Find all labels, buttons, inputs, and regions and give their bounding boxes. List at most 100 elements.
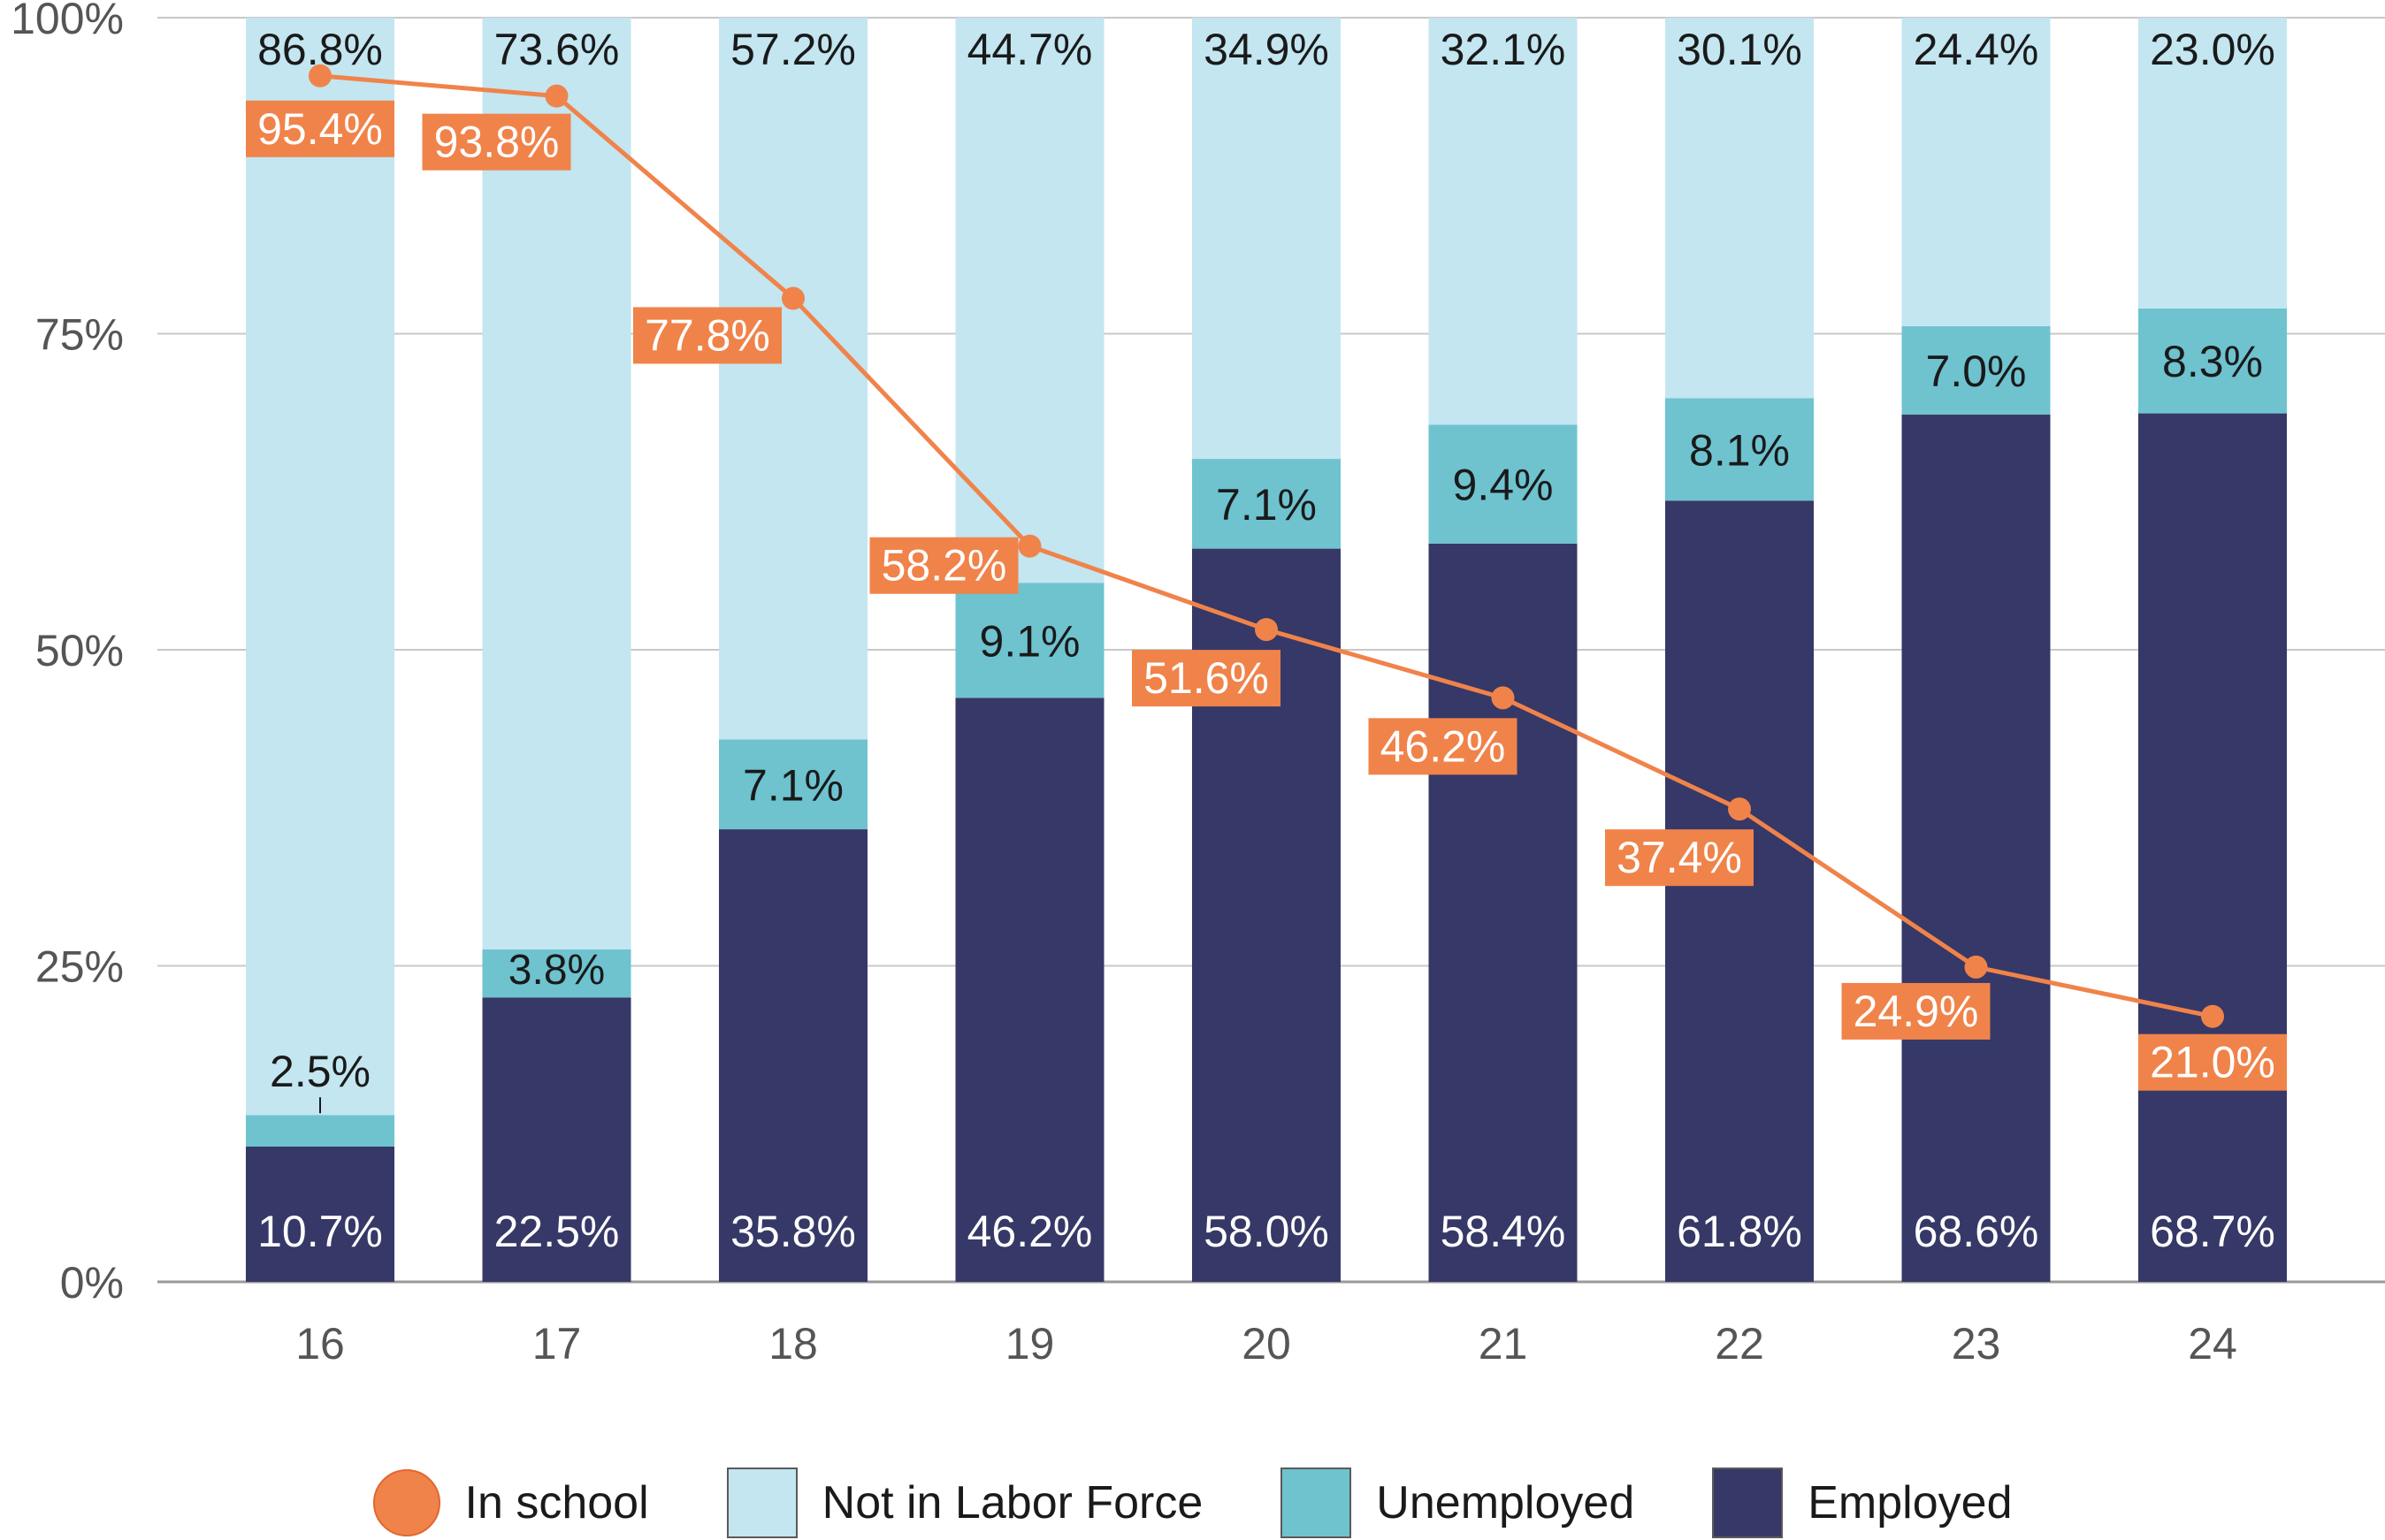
x-tick-label-19: 19 bbox=[1005, 1319, 1055, 1368]
label-in-school-17: 93.8% bbox=[434, 118, 560, 167]
label-employed-16: 10.7% bbox=[257, 1207, 383, 1256]
label-not-in-labor-force-17: 73.6% bbox=[494, 25, 620, 74]
badge-in-school-17 bbox=[422, 113, 571, 171]
badge-in-school-18 bbox=[633, 307, 782, 364]
point-in-school-17 bbox=[545, 84, 569, 108]
bar-not-in-labor-force-16 bbox=[246, 18, 394, 1116]
label-in-school-22: 37.4% bbox=[1617, 833, 1742, 882]
label-employed-21: 58.4% bbox=[1441, 1207, 1566, 1256]
x-tick-label-21: 21 bbox=[1479, 1319, 1528, 1368]
y-tick-label-75: 75% bbox=[35, 310, 124, 360]
legend-label-employed: Employed bbox=[1808, 1477, 2013, 1529]
x-tick-label-23: 23 bbox=[1952, 1319, 2001, 1368]
label-unemployed-20: 7.1% bbox=[1216, 480, 1317, 530]
legend-item-in-school[interactable]: In school bbox=[372, 1469, 649, 1536]
label-not-in-labor-force-22: 30.1% bbox=[1677, 25, 1802, 74]
y-tick-label-0: 0% bbox=[60, 1258, 124, 1307]
point-in-school-24 bbox=[2201, 1004, 2224, 1028]
label-not-in-labor-force-24: 23.0% bbox=[2150, 25, 2275, 74]
label-employed-24: 68.7% bbox=[2150, 1207, 2275, 1256]
x-tick-label-22: 22 bbox=[1715, 1319, 1764, 1368]
badge-in-school-21 bbox=[1368, 718, 1517, 775]
x-tick-label-16: 16 bbox=[295, 1319, 345, 1368]
label-in-school-19: 58.2% bbox=[882, 541, 1007, 591]
point-in-school-16 bbox=[309, 64, 332, 88]
label-unemployed-23: 7.0% bbox=[1926, 347, 2027, 396]
bar-not-in-labor-force-24 bbox=[2138, 18, 2287, 309]
bar-employed-16 bbox=[246, 1146, 394, 1282]
point-in-school-21 bbox=[1491, 686, 1515, 710]
legend-swatch-unemployed bbox=[1280, 1468, 1352, 1538]
badge-in-school-20 bbox=[1132, 650, 1280, 707]
label-employed-17: 22.5% bbox=[494, 1207, 620, 1256]
legend: In school Not in Labor Force Unemployed … bbox=[0, 1468, 2385, 1538]
bar-not-in-labor-force-22 bbox=[1665, 18, 1814, 399]
bar-unemployed-19 bbox=[955, 583, 1105, 698]
bar-not-in-labor-force-23 bbox=[1901, 18, 2051, 326]
label-in-school-20: 51.6% bbox=[1143, 653, 1269, 703]
label-in-school-16: 95.4% bbox=[257, 104, 383, 154]
y-tick-label-50: 50% bbox=[35, 626, 124, 675]
label-employed-18: 35.8% bbox=[730, 1207, 856, 1256]
bar-unemployed-21 bbox=[1428, 424, 1578, 544]
label-not-in-labor-force-20: 34.9% bbox=[1204, 25, 1329, 74]
label-unemployed-19: 9.1% bbox=[980, 616, 1081, 666]
badge-in-school-19 bbox=[869, 537, 1019, 594]
y-tick-label-25: 25% bbox=[35, 942, 124, 992]
label-not-in-labor-force-23: 24.4% bbox=[1914, 25, 2039, 74]
legend-label-in-school: In school bbox=[464, 1477, 649, 1529]
label-not-in-labor-force-19: 44.7% bbox=[967, 25, 1093, 74]
axis-layer: 0% 25% 50% 75% 100% 16 17 18 19 20 21 22 23 24 bbox=[11, 0, 2237, 1368]
bar-unemployed-16 bbox=[246, 1115, 394, 1147]
bar-layer bbox=[246, 18, 2287, 1283]
label-in-school-23: 24.9% bbox=[1854, 987, 1979, 1036]
label-employed-22: 61.8% bbox=[1677, 1207, 1802, 1256]
label-unemployed-22: 8.1% bbox=[1689, 425, 1790, 475]
bar-employed-22 bbox=[1665, 500, 1814, 1282]
bar-unemployed-20 bbox=[1192, 459, 1341, 549]
x-tick-label-18: 18 bbox=[768, 1319, 818, 1368]
point-in-school-19 bbox=[1018, 534, 1042, 558]
bar-employed-24 bbox=[2138, 413, 2287, 1283]
label-unemployed-24: 8.3% bbox=[2162, 337, 2263, 386]
bar-not-in-labor-force-21 bbox=[1428, 18, 1578, 425]
badge-in-school-22 bbox=[1605, 829, 1754, 887]
line-layer: 95.4% 93.8% 77.8% 58.2% 51.6% 46.2% 37.4% 24.9%… bbox=[246, 64, 2287, 1091]
x-tick-label-17: 17 bbox=[532, 1319, 582, 1368]
bar-employed-19 bbox=[955, 698, 1105, 1282]
legend-item-employed[interactable]: Employed bbox=[1712, 1468, 2012, 1538]
legend-label-unemployed: Unemployed bbox=[1376, 1477, 1635, 1529]
legend-item-not-in-labor-force[interactable]: Not in Labor Force bbox=[726, 1468, 1204, 1538]
point-in-school-23 bbox=[1964, 955, 1988, 979]
bar-unemployed-23 bbox=[1901, 325, 2051, 415]
bar-unemployed-24 bbox=[2138, 308, 2287, 414]
bar-unemployed-17 bbox=[482, 949, 631, 998]
bar-employed-23 bbox=[1901, 415, 2051, 1282]
x-tick-label-24: 24 bbox=[2188, 1319, 2237, 1368]
label-in-school-18: 77.8% bbox=[645, 310, 770, 360]
point-in-school-18 bbox=[782, 286, 805, 310]
label-in-school-21: 46.2% bbox=[1380, 721, 1506, 771]
legend-item-unemployed[interactable]: Unemployed bbox=[1280, 1468, 1634, 1538]
label-employed-23: 68.6% bbox=[1914, 1207, 2039, 1256]
label-unemployed-18: 7.1% bbox=[743, 760, 844, 810]
legend-swatch-employed bbox=[1712, 1468, 1784, 1538]
legend-swatch-in-school bbox=[372, 1469, 440, 1536]
label-employed-19: 46.2% bbox=[967, 1207, 1093, 1256]
point-in-school-20 bbox=[1255, 618, 1278, 642]
x-tick-label-20: 20 bbox=[1242, 1319, 1291, 1368]
bar-label-layer: 10.7%2.5%86.8%22.5%3.8%73.6%35.8%7.1%57.… bbox=[257, 25, 2275, 1256]
badge-in-school-24 bbox=[2138, 1033, 2287, 1091]
label-not-in-labor-force-18: 57.2% bbox=[730, 25, 856, 74]
label-in-school-24: 21.0% bbox=[2150, 1038, 2275, 1087]
bar-unemployed-18 bbox=[719, 739, 868, 830]
label-unemployed-17: 3.8% bbox=[508, 947, 605, 994]
label-unemployed-21: 9.4% bbox=[1453, 461, 1554, 510]
point-in-school-22 bbox=[1728, 797, 1751, 821]
legend-label-not-in-labor-force: Not in Labor Force bbox=[822, 1477, 1204, 1529]
bar-employed-21 bbox=[1428, 543, 1578, 1282]
label-unemployed-16: 2.5% bbox=[270, 1047, 371, 1096]
bar-employed-18 bbox=[719, 829, 868, 1282]
bar-employed-17 bbox=[482, 997, 631, 1282]
